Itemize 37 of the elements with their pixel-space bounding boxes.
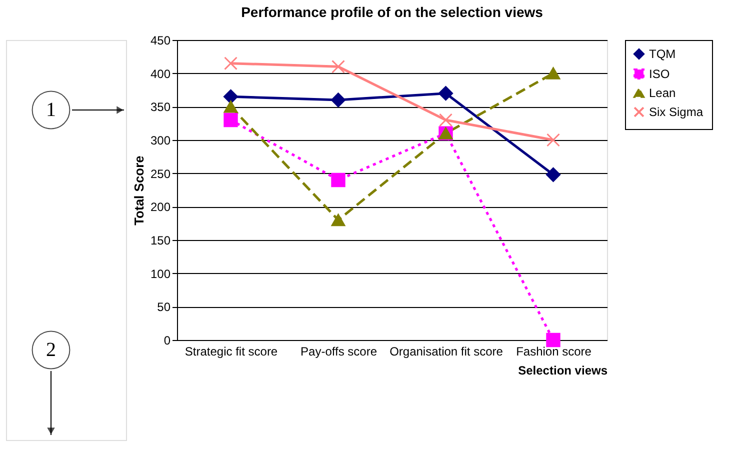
point: [546, 167, 561, 182]
y-axis-title: Total Score: [131, 156, 146, 226]
y-tick-label: 300: [150, 134, 171, 148]
y-tick-label: 150: [150, 234, 171, 248]
y-tick-label: 250: [150, 166, 171, 181]
legend-label: Six Sigma: [649, 105, 704, 119]
point: [224, 112, 238, 128]
x-tick-label: Fashion score: [516, 344, 592, 358]
point: [546, 133, 560, 147]
y-tick-label: 450: [150, 34, 171, 48]
x-tick-label: Pay-offs score: [300, 344, 378, 358]
legend-label: Lean: [649, 86, 676, 100]
point: [224, 100, 238, 113]
y-tick-label: 350: [150, 100, 171, 114]
chart-title: Performance profile of on the selection views: [241, 4, 544, 20]
point: [331, 172, 346, 188]
point: [546, 332, 560, 348]
x-tick-label: Strategic fit score: [184, 344, 278, 358]
point: [438, 86, 454, 101]
y-tick-label: 100: [150, 266, 171, 281]
y-tick-label: 400: [150, 66, 171, 81]
point: [224, 56, 238, 70]
y-tick-label: 200: [150, 200, 171, 214]
legend-label: ISO: [649, 67, 670, 81]
x-tick-label: Organisation fit score: [390, 344, 504, 358]
legend-label: TQM: [649, 47, 676, 61]
point: [546, 67, 560, 80]
x-axis-title: Selection views: [518, 364, 608, 378]
point: [439, 113, 452, 127]
text: 2: [46, 339, 56, 361]
point: [330, 92, 346, 108]
point: [332, 60, 345, 74]
y-tick-label: 50: [157, 300, 171, 314]
text: 1: [46, 99, 56, 121]
point: [331, 214, 346, 226]
y-tick-label: 0: [164, 334, 171, 348]
point: [223, 89, 238, 104]
